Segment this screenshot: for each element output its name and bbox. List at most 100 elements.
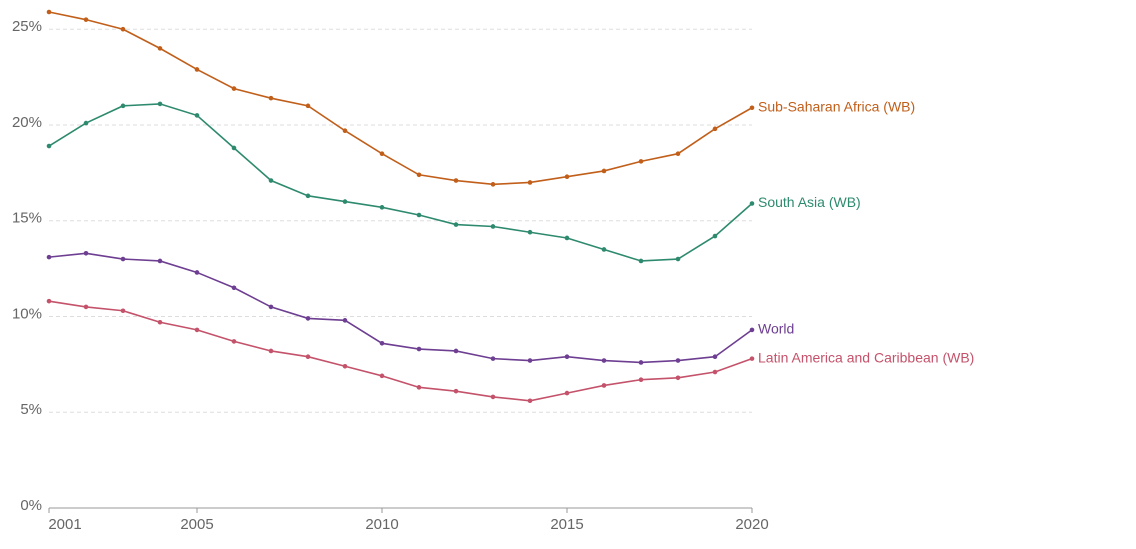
point <box>712 369 718 375</box>
point <box>416 212 422 218</box>
series-line <box>48 11 753 186</box>
y-tick-label: 25% <box>12 18 42 35</box>
point <box>675 256 681 262</box>
point <box>490 356 496 361</box>
point <box>83 304 89 310</box>
point <box>638 258 644 264</box>
y-tick-label: 10% <box>12 305 42 322</box>
point <box>712 126 718 132</box>
x-tick-label: 2015 <box>550 516 583 533</box>
y-tick-label: 0% <box>20 497 42 514</box>
point <box>601 358 607 363</box>
point <box>379 151 385 157</box>
point <box>231 86 237 91</box>
series-line <box>48 300 753 402</box>
point <box>46 298 52 304</box>
point <box>194 67 200 72</box>
point <box>268 348 274 354</box>
y-tick-label: 15% <box>12 210 42 227</box>
point <box>453 388 459 394</box>
point <box>231 285 237 291</box>
point <box>675 151 681 157</box>
point <box>231 339 237 344</box>
point <box>305 354 311 360</box>
series-label: Sub-Saharan Africa (WB) <box>758 98 915 114</box>
point <box>527 358 533 363</box>
point <box>601 247 607 252</box>
point <box>157 101 163 107</box>
point <box>675 375 681 381</box>
point <box>564 235 570 241</box>
point <box>527 180 533 185</box>
point <box>120 256 126 262</box>
series-line <box>48 103 753 262</box>
point <box>342 318 348 323</box>
point <box>564 174 570 179</box>
point <box>342 363 348 369</box>
point <box>83 120 89 126</box>
point <box>453 178 459 183</box>
series-label: South Asia (WB) <box>758 194 861 210</box>
point <box>231 145 237 151</box>
point <box>712 233 718 239</box>
point <box>490 394 496 400</box>
point <box>453 222 459 227</box>
point <box>342 128 348 134</box>
point <box>379 341 385 346</box>
point <box>46 9 52 15</box>
point <box>120 308 126 314</box>
x-tick-label: 2020 <box>735 516 768 533</box>
point <box>638 377 644 382</box>
point <box>490 182 496 187</box>
point <box>564 390 570 396</box>
point <box>564 354 570 360</box>
point <box>416 346 422 352</box>
y-tick-label: 20% <box>12 114 42 131</box>
point <box>601 383 607 388</box>
point <box>712 354 718 360</box>
series-label: World <box>758 321 794 337</box>
point <box>379 205 385 210</box>
point <box>157 319 163 325</box>
point <box>379 373 385 379</box>
point <box>601 168 607 174</box>
point <box>268 178 274 183</box>
point <box>194 327 200 333</box>
point <box>490 224 496 229</box>
point <box>194 270 200 275</box>
point <box>83 17 89 22</box>
point <box>749 356 755 361</box>
point <box>157 46 163 51</box>
point <box>527 229 533 235</box>
point <box>83 250 89 256</box>
x-tick-label: 2005 <box>180 516 213 533</box>
point <box>46 143 52 149</box>
point <box>305 316 311 321</box>
point <box>749 105 755 111</box>
point <box>305 193 311 199</box>
point <box>342 199 348 204</box>
point <box>416 385 422 390</box>
point <box>453 348 459 354</box>
point <box>527 398 533 404</box>
point <box>120 103 126 109</box>
point <box>675 358 681 363</box>
point <box>157 258 163 264</box>
point <box>305 103 311 109</box>
point <box>268 304 274 310</box>
point <box>268 95 274 101</box>
series-line <box>48 252 753 364</box>
x-tick-label: 2001 <box>48 516 81 533</box>
point <box>416 172 422 178</box>
point <box>749 327 755 333</box>
x-tick-label: 2010 <box>365 516 398 533</box>
point <box>638 360 644 365</box>
point <box>46 254 52 260</box>
y-tick-label: 5% <box>20 401 42 418</box>
point <box>120 26 126 32</box>
point <box>749 201 755 206</box>
point <box>194 113 200 118</box>
series-label: Latin America and Caribbean (WB) <box>758 349 974 365</box>
point <box>638 159 644 164</box>
